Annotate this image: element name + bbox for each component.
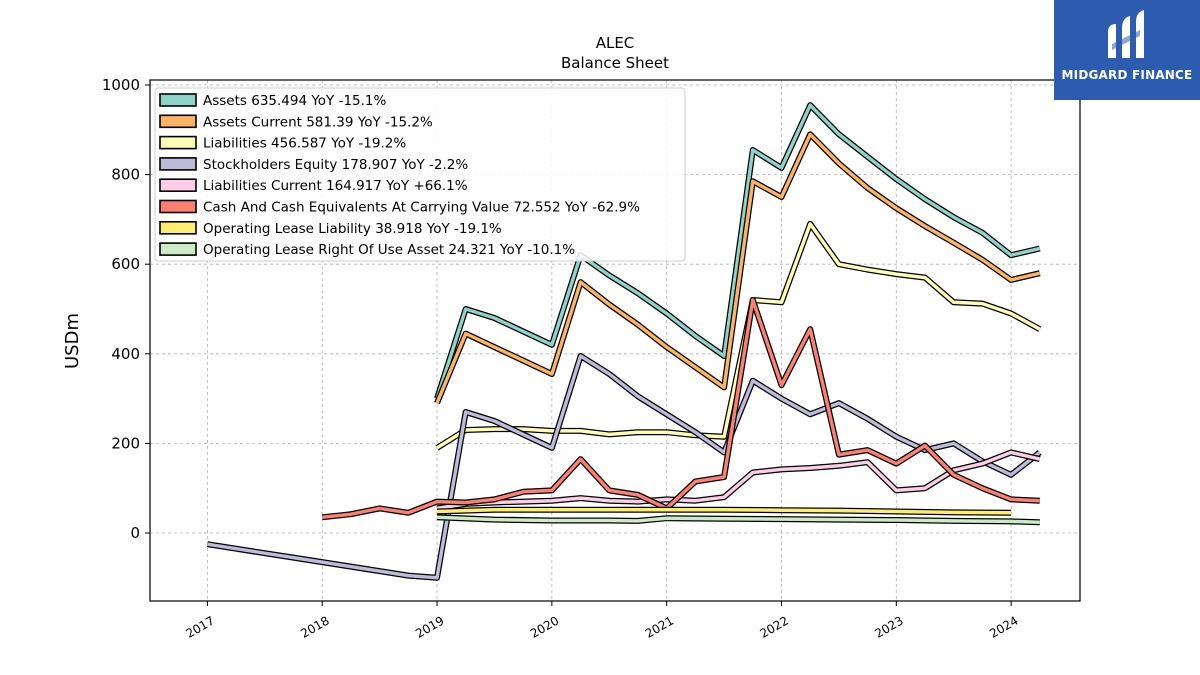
series-6 — [436, 506, 1012, 516]
brand-logo: MIDGARD FINANCE — [1054, 0, 1200, 100]
series-3 — [206, 353, 1042, 581]
y-tick-label: 1000 — [102, 76, 140, 94]
y-tick-label: 200 — [111, 434, 140, 452]
legend-box — [154, 87, 686, 262]
legend-swatch — [159, 178, 197, 192]
legend-label: Operating Lease Liability 38.918 YoY -19… — [203, 221, 502, 237]
series-line — [435, 103, 1041, 400]
y-tick-label: 800 — [111, 166, 140, 184]
series-line — [436, 222, 1041, 450]
series-7 — [436, 514, 1040, 526]
legend-swatch — [159, 93, 197, 107]
legend-label: Operating Lease Right Of Use Asset 24.32… — [203, 242, 575, 258]
x-tick-label: 2021 — [643, 613, 676, 640]
chart-subtitle: Balance Sheet — [561, 54, 669, 72]
legend-label: Assets 635.494 YoY -15.1% — [203, 93, 387, 109]
legend-label: Assets Current 581.39 YoY -15.2% — [203, 114, 433, 130]
series-1 — [434, 131, 1041, 405]
y-tick-label: 0 — [130, 524, 140, 542]
series-line — [207, 354, 1041, 580]
series-outline — [206, 353, 1042, 581]
legend-swatch — [159, 114, 197, 129]
series-5 — [321, 297, 1040, 521]
brand-name: MIDGARD FINANCE — [1061, 68, 1193, 82]
plot-frame — [149, 79, 1081, 602]
series-2 — [435, 220, 1042, 451]
chart-title: ALEC — [596, 34, 635, 52]
legend-swatch — [159, 135, 197, 150]
x-tick-label: 2017 — [183, 613, 216, 640]
series-line — [436, 515, 1040, 524]
y-tick-label: 400 — [111, 345, 140, 363]
legend-label: Liabilities Current 164.917 YoY +66.1% — [203, 178, 468, 194]
legend-swatch — [159, 242, 197, 256]
legend-label: Stockholders Equity 178.907 YoY -2.2% — [203, 157, 468, 173]
y-tick-label: 600 — [111, 255, 140, 273]
series-4 — [436, 449, 1041, 512]
series-0 — [434, 102, 1041, 400]
series-line — [436, 507, 1012, 515]
y-axis-label: USDm — [62, 313, 83, 369]
x-tick-label: 2019 — [413, 613, 446, 640]
x-tick-label: 2020 — [528, 613, 561, 640]
x-tick-label: 2023 — [872, 613, 905, 640]
legend-swatch — [159, 199, 197, 214]
x-tick-label: 2022 — [758, 613, 791, 640]
x-tick-label: 2024 — [987, 613, 1020, 640]
legend-label: Liabilities 456.587 YoY -19.2% — [203, 136, 406, 152]
series-line — [322, 298, 1040, 520]
series-line — [436, 450, 1041, 511]
legend-swatch — [159, 221, 197, 235]
x-tick-label: 2018 — [298, 613, 331, 640]
legend: Assets 635.494 YoY -15.1% Assets Current … — [154, 87, 686, 262]
legend-label: Cash And Cash Equivalents At Carrying Va… — [203, 200, 640, 216]
legend-swatch — [159, 157, 197, 171]
series-line — [435, 132, 1041, 404]
brand-logo-icon — [1108, 10, 1144, 58]
